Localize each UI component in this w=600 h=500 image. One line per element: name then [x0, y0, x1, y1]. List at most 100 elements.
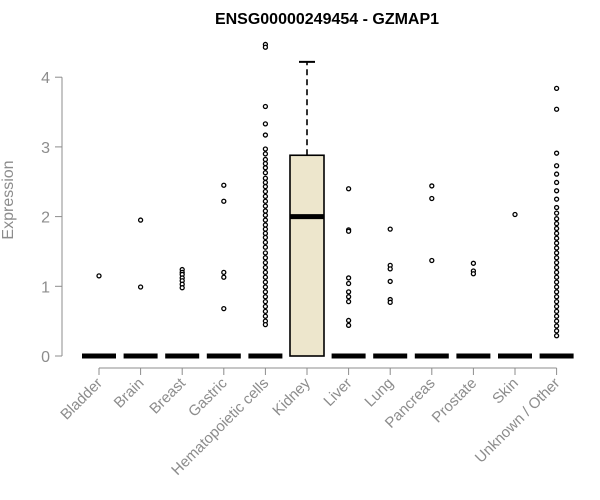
- box-group: [331, 186, 366, 359]
- outlier-point: [345, 228, 352, 234]
- outlier-point: [262, 175, 269, 181]
- outlier-point: [262, 183, 269, 190]
- outlier-point: [221, 269, 227, 276]
- outlier-point: [345, 294, 352, 300]
- outlier-point: [221, 305, 227, 312]
- outlier-point: [345, 280, 352, 287]
- outlier-point: [262, 303, 269, 310]
- y-tick-label: 4: [41, 70, 50, 87]
- outlier-point: [553, 220, 560, 227]
- outlier-point: [553, 284, 560, 290]
- outlier-point: [553, 235, 560, 241]
- y-tick-label: 2: [41, 210, 50, 227]
- outlier-point: [553, 188, 560, 194]
- outlier-point: [262, 294, 269, 300]
- outlier-point: [345, 186, 352, 192]
- outlier-point: [262, 234, 269, 241]
- outlier-point: [137, 284, 144, 290]
- outlier-point: [470, 271, 477, 277]
- outlier-point: [429, 195, 435, 202]
- outlier-point: [262, 255, 269, 261]
- y-tick-label: 1: [41, 279, 50, 296]
- outlier-point: [429, 257, 435, 264]
- outlier-point: [262, 165, 269, 171]
- outlier-point: [262, 44, 269, 50]
- x-tick-label: Kidney: [269, 374, 314, 419]
- outlier-point: [262, 284, 269, 290]
- outlier-point: [553, 323, 560, 329]
- outlier-point: [137, 217, 144, 223]
- y-axis-label: Expression: [0, 160, 17, 239]
- plot-area: [82, 41, 574, 359]
- outlier-point: [553, 250, 560, 256]
- x-tick-label: Brain: [111, 375, 148, 412]
- outlier-point: [262, 259, 269, 266]
- outlier-point: [553, 106, 560, 112]
- outlier-point: [553, 313, 560, 319]
- outlier-point: [553, 274, 560, 280]
- outlier-point: [553, 294, 560, 300]
- outlier-point: [262, 203, 269, 209]
- outlier-point: [262, 179, 269, 186]
- outlier-point: [553, 289, 560, 295]
- outlier-point: [553, 303, 560, 310]
- outlier-point: [262, 193, 269, 200]
- outlier-point: [345, 322, 352, 328]
- x-tick-label: Breast: [146, 374, 189, 417]
- outlier-point: [262, 226, 269, 232]
- outlier-point: [221, 198, 227, 204]
- outlier-point: [262, 146, 269, 152]
- outlier-point: [553, 245, 560, 251]
- outlier-point: [387, 299, 393, 305]
- outlier-point: [262, 217, 269, 223]
- box-group: [165, 266, 200, 359]
- outlier-point: [553, 318, 560, 324]
- outlier-point: [553, 259, 560, 266]
- outlier-point: [553, 210, 560, 216]
- outlier-point: [262, 208, 269, 214]
- outlier-point: [553, 225, 560, 232]
- outlier-point: [179, 285, 185, 291]
- outlier-point: [262, 308, 269, 315]
- outlier-point: [262, 239, 269, 246]
- x-tick-label: Liver: [320, 375, 355, 410]
- box-group: [123, 217, 158, 359]
- outlier-point: [553, 163, 560, 169]
- outlier-point: [262, 274, 269, 280]
- outlier-point: [553, 216, 560, 222]
- outlier-point: [262, 279, 269, 285]
- outlier-point: [262, 188, 269, 195]
- box-group: [539, 85, 574, 359]
- outlier-point: [553, 150, 560, 156]
- outlier-point: [429, 183, 435, 189]
- y-tick-label: 3: [41, 140, 50, 157]
- outlier-point: [345, 289, 352, 295]
- y-tick-label: 0: [41, 349, 50, 366]
- outlier-point: [262, 264, 269, 271]
- outlier-point: [553, 333, 560, 339]
- box-group: [498, 211, 532, 359]
- outlier-point: [553, 264, 560, 271]
- outlier-point: [553, 298, 560, 305]
- outlier-point: [262, 160, 269, 167]
- outlier-point: [387, 226, 393, 232]
- outlier-point: [262, 289, 269, 295]
- x-tick-label: Prostate: [429, 375, 481, 427]
- outlier-point: [262, 230, 269, 236]
- outlier-point: [262, 212, 269, 218]
- box-group: [206, 182, 241, 359]
- box: [289, 154, 325, 357]
- outlier-point: [262, 151, 269, 157]
- outlier-point: [262, 269, 269, 276]
- box-group: [414, 183, 449, 359]
- outlier-point: [262, 244, 269, 250]
- outlier-point: [262, 198, 269, 204]
- outlier-point: [553, 328, 560, 334]
- x-tick-label: Skin: [489, 375, 522, 408]
- outlier-point: [262, 250, 269, 256]
- box-group: [289, 60, 325, 357]
- outlier-point: [221, 182, 227, 188]
- outlier-point: [553, 85, 560, 92]
- outlier-point: [345, 298, 352, 305]
